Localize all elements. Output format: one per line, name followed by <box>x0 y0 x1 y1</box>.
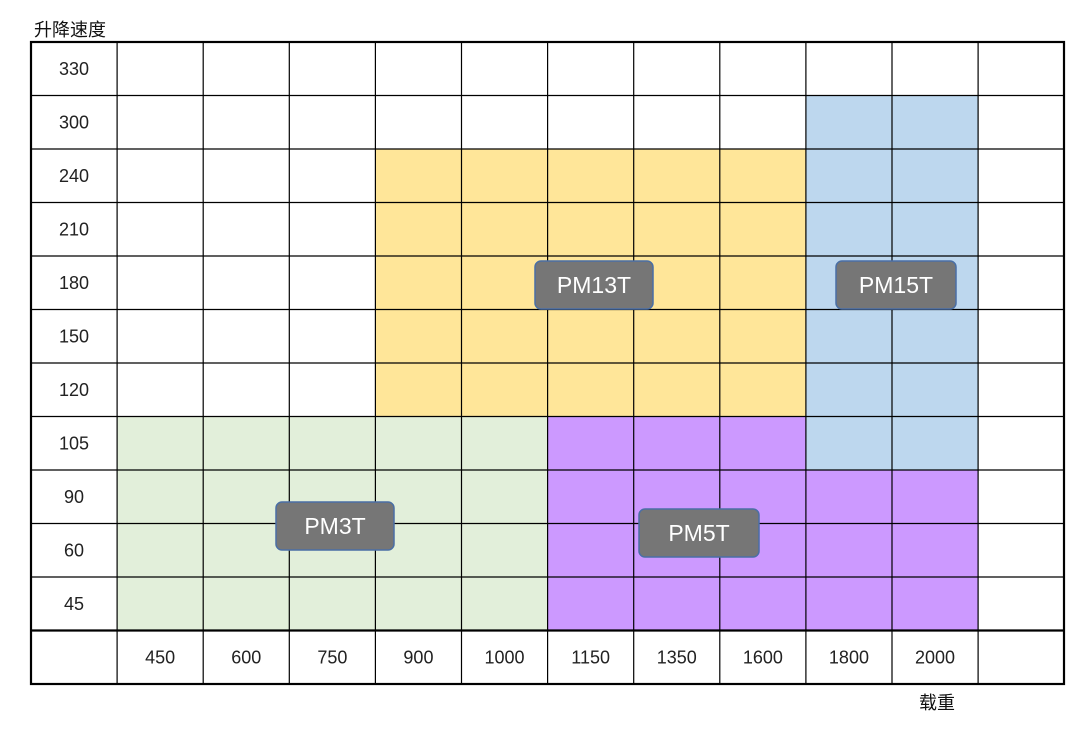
y-tick-label: 180 <box>59 273 89 293</box>
x-tick-labels: 450 600 750 900 1000 1150 1350 1600 1800 2000 <box>145 647 955 667</box>
model-labels: PM13T PM15T PM3T PM5T <box>275 260 957 558</box>
region-pm5t-2 <box>547 416 806 470</box>
x-tick-label: 1150 <box>571 647 610 667</box>
x-tick-label: 600 <box>231 647 261 667</box>
y-tick-label: 45 <box>64 594 84 614</box>
y-tick-labels: 330 300 240 210 180 150 120 105 90 60 45 <box>59 59 89 614</box>
label-pm3t: PM3T <box>275 501 395 551</box>
y-axis-title: 升降速度 <box>34 20 106 41</box>
x-tick-label: 1600 <box>743 647 783 667</box>
x-tick-label: 1000 <box>485 647 525 667</box>
label-box <box>275 501 395 551</box>
label-text: PM13T <box>557 272 631 298</box>
grid-outer-border <box>29 40 1066 686</box>
region-pm5t-1 <box>547 470 979 631</box>
x-axis-title: 载重 <box>919 693 955 714</box>
x-tick-label: 900 <box>403 647 433 667</box>
y-tick-label: 150 <box>59 326 89 346</box>
y-tick-label: 240 <box>59 166 89 186</box>
label-text: PM5T <box>668 520 729 546</box>
y-tick-label: 105 <box>59 433 89 453</box>
label-pm5t: PM5T <box>638 508 760 558</box>
label-pm13t: PM13T <box>534 260 654 310</box>
label-box <box>534 260 654 310</box>
label-pm15t: PM15T <box>835 260 957 310</box>
label-box <box>638 508 760 558</box>
y-tick-label: 60 <box>64 540 84 560</box>
y-tick-label: 210 <box>59 219 89 239</box>
x-tick-label: 2000 <box>915 647 955 667</box>
y-tick-label: 90 <box>64 487 84 507</box>
x-tick-label: 1350 <box>657 647 697 667</box>
y-tick-label: 300 <box>59 112 89 132</box>
x-tick-label: 1800 <box>829 647 869 667</box>
y-tick-label: 330 <box>59 59 89 79</box>
y-tick-label: 120 <box>59 380 89 400</box>
label-text: PM3T <box>304 513 365 539</box>
label-box <box>835 260 957 310</box>
x-tick-label: 750 <box>317 647 347 667</box>
x-tick-label: 450 <box>145 647 175 667</box>
label-text: PM15T <box>859 272 933 298</box>
